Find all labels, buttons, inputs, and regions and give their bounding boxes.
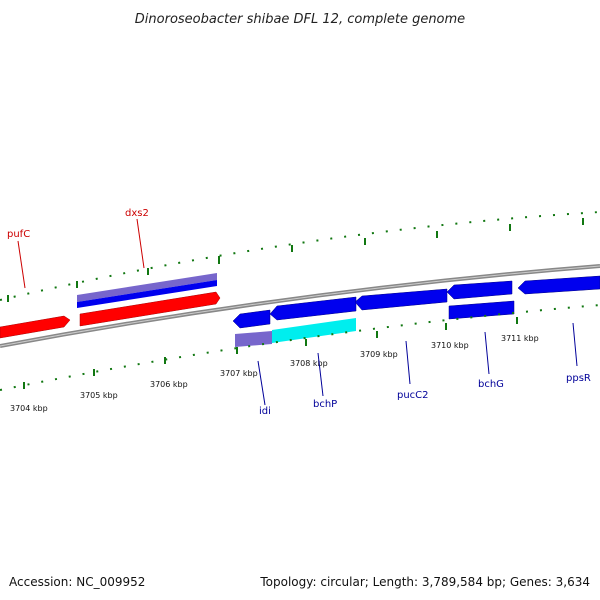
gene-highlight-dxs2-purple bbox=[77, 273, 217, 302]
gene-forward-dxs2[interactable] bbox=[79, 291, 221, 327]
gene-label-ppsR[interactable]: ppsR bbox=[566, 373, 591, 384]
kbp-label-3708: 3708 kbp bbox=[290, 359, 328, 368]
leader-dxs2 bbox=[136, 218, 145, 269]
leader-idi bbox=[257, 360, 266, 406]
gene-label-dxs2[interactable]: dxs2 bbox=[125, 208, 149, 219]
gene-reverse-bchG[interactable] bbox=[446, 280, 513, 300]
gene-reverse-pucC2[interactable] bbox=[354, 288, 448, 311]
kbp-label-3705: 3705 kbp bbox=[80, 391, 118, 400]
gene-reverse-bchP[interactable] bbox=[269, 296, 357, 321]
inner-tick-track bbox=[0, 304, 600, 391]
gene-label-bchP[interactable]: bchP bbox=[313, 399, 337, 410]
backbone-highlight bbox=[0, 265, 600, 347]
outer-major-ticks bbox=[7, 218, 584, 302]
gene-highlight-dxs2-blue bbox=[77, 280, 217, 308]
inner-major-ticks bbox=[23, 317, 518, 389]
leader-bchG bbox=[484, 331, 490, 375]
forward-genes bbox=[0, 291, 221, 339]
kbp-label-3707: 3707 kbp bbox=[220, 369, 258, 378]
gene-reverse-idi[interactable] bbox=[232, 309, 271, 329]
leader-pufC bbox=[17, 240, 26, 289]
map-title: Dinoroseobacter shibae DFL 12, complete … bbox=[135, 12, 465, 27]
gene-label-pufC[interactable]: pufC bbox=[7, 229, 30, 240]
accession-text: Accession: NC_009952 bbox=[9, 575, 145, 589]
leader-pucC2 bbox=[405, 340, 411, 385]
leader-bchP bbox=[317, 352, 324, 397]
reverse-genes bbox=[232, 275, 600, 329]
kbp-label-3710: 3710 kbp bbox=[431, 341, 469, 350]
gene-highlight-idi-purple bbox=[235, 331, 272, 347]
genome-summary-text: Topology: circular; Length: 3,789,584 bp… bbox=[259, 575, 590, 589]
gene-label-bchG[interactable]: bchG bbox=[478, 379, 504, 390]
gene-reverse-ppsR[interactable] bbox=[517, 275, 600, 295]
leader-ppsR bbox=[572, 322, 578, 367]
kbp-label-3709: 3709 kbp bbox=[360, 350, 398, 359]
kbp-label-3704: 3704 kbp bbox=[10, 404, 48, 413]
gene-forward-pufC[interactable] bbox=[0, 315, 71, 339]
gene-label-pucC2[interactable]: pucC2 bbox=[397, 390, 429, 401]
gene-reverse-bchG-lower bbox=[448, 300, 515, 320]
gene-label-idi[interactable]: idi bbox=[259, 406, 271, 417]
gene-highlight-bchP-cyan bbox=[272, 318, 356, 343]
kbp-label-3706: 3706 kbp bbox=[150, 380, 188, 389]
kbp-label-3711: 3711 kbp bbox=[501, 334, 539, 343]
